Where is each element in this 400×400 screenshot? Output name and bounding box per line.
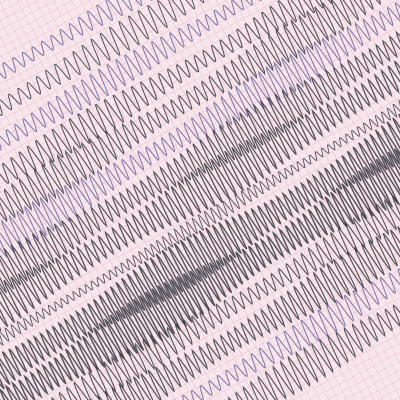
ecg-trace <box>0 30 400 294</box>
grid-line-minor <box>0 0 368 400</box>
grid-line-minor <box>95 0 400 400</box>
grid-line-minor <box>0 0 400 319</box>
grid-line-minor <box>0 0 400 340</box>
ecg-trace <box>0 0 262 151</box>
ecg-trace <box>173 268 400 400</box>
grid-line-minor <box>145 0 400 400</box>
grid-line-minor <box>0 0 400 390</box>
ecg-trace <box>0 0 333 188</box>
grid-line-minor <box>0 131 400 400</box>
grid-line-minor <box>159 0 400 400</box>
grid-line-minor <box>39 0 400 400</box>
grid-line-minor <box>0 46 400 400</box>
ecg-trace <box>0 145 400 400</box>
grid-line-minor <box>0 0 400 347</box>
grid-line-minor <box>0 74 400 400</box>
grid-line-minor <box>0 0 400 375</box>
grid-line-minor <box>0 0 400 291</box>
ecg-trace <box>228 304 400 400</box>
grid-line-minor <box>0 102 400 400</box>
grid-line-minor <box>0 145 400 400</box>
grid-line-minor <box>0 0 375 400</box>
ecg-trace <box>51 194 400 400</box>
grid-line-minor <box>116 0 400 400</box>
grid-line-minor <box>67 0 400 400</box>
grid-line-minor <box>0 60 400 400</box>
grid-line-minor <box>0 123 400 400</box>
grid-line-minor <box>0 0 354 400</box>
grid-line-minor <box>0 0 400 312</box>
grid-line-minor <box>0 0 400 262</box>
grid-line-minor <box>32 0 400 400</box>
grid-line-minor <box>0 81 400 400</box>
grid-line-minor <box>0 0 361 400</box>
grid-line-minor <box>123 0 400 400</box>
grid-line-minor <box>46 0 400 400</box>
grid-line-minor <box>53 0 400 400</box>
grid-line-minor <box>0 10 400 400</box>
grid-line-minor <box>0 0 400 354</box>
grid-line-minor <box>102 0 400 400</box>
grid-line-minor <box>0 0 400 277</box>
ecg-trace <box>0 60 400 332</box>
grid-line-minor <box>0 159 400 400</box>
grid-line-minor <box>0 0 400 255</box>
ecg-trace <box>0 1 400 258</box>
grid-line-minor <box>138 0 400 400</box>
ecg-trace <box>0 0 153 79</box>
ecg-trace <box>0 113 400 390</box>
ecg-trace <box>0 0 205 116</box>
grid-line-minor <box>0 67 400 400</box>
grid-line-minor <box>0 0 400 326</box>
grid-line-minor <box>0 53 400 400</box>
grid-line-minor <box>74 0 400 400</box>
grid-line-minor <box>152 0 400 400</box>
grid-line-minor <box>0 88 400 400</box>
grid-line-minor <box>0 109 400 400</box>
ecg-trace <box>0 0 388 223</box>
grid-line-minor <box>0 0 400 284</box>
grid-line-minor <box>81 0 400 400</box>
grid-line-minor <box>60 0 400 400</box>
grid-line-minor <box>0 0 382 400</box>
grid-line-minor <box>0 18 400 400</box>
grid-line-minor <box>0 3 400 400</box>
grid-line-minor <box>131 0 400 400</box>
ecg-trace <box>0 99 400 346</box>
ecg-trace <box>90 226 400 400</box>
grid-line-minor <box>25 0 400 400</box>
grid-line-minor <box>0 0 400 368</box>
grid-line-minor <box>0 138 400 400</box>
grid-line-minor <box>0 39 400 400</box>
grid-line-minor <box>88 0 400 400</box>
grid-line-minor <box>109 0 400 400</box>
grid-line-minor <box>0 0 400 382</box>
grid-line-minor <box>0 0 400 248</box>
